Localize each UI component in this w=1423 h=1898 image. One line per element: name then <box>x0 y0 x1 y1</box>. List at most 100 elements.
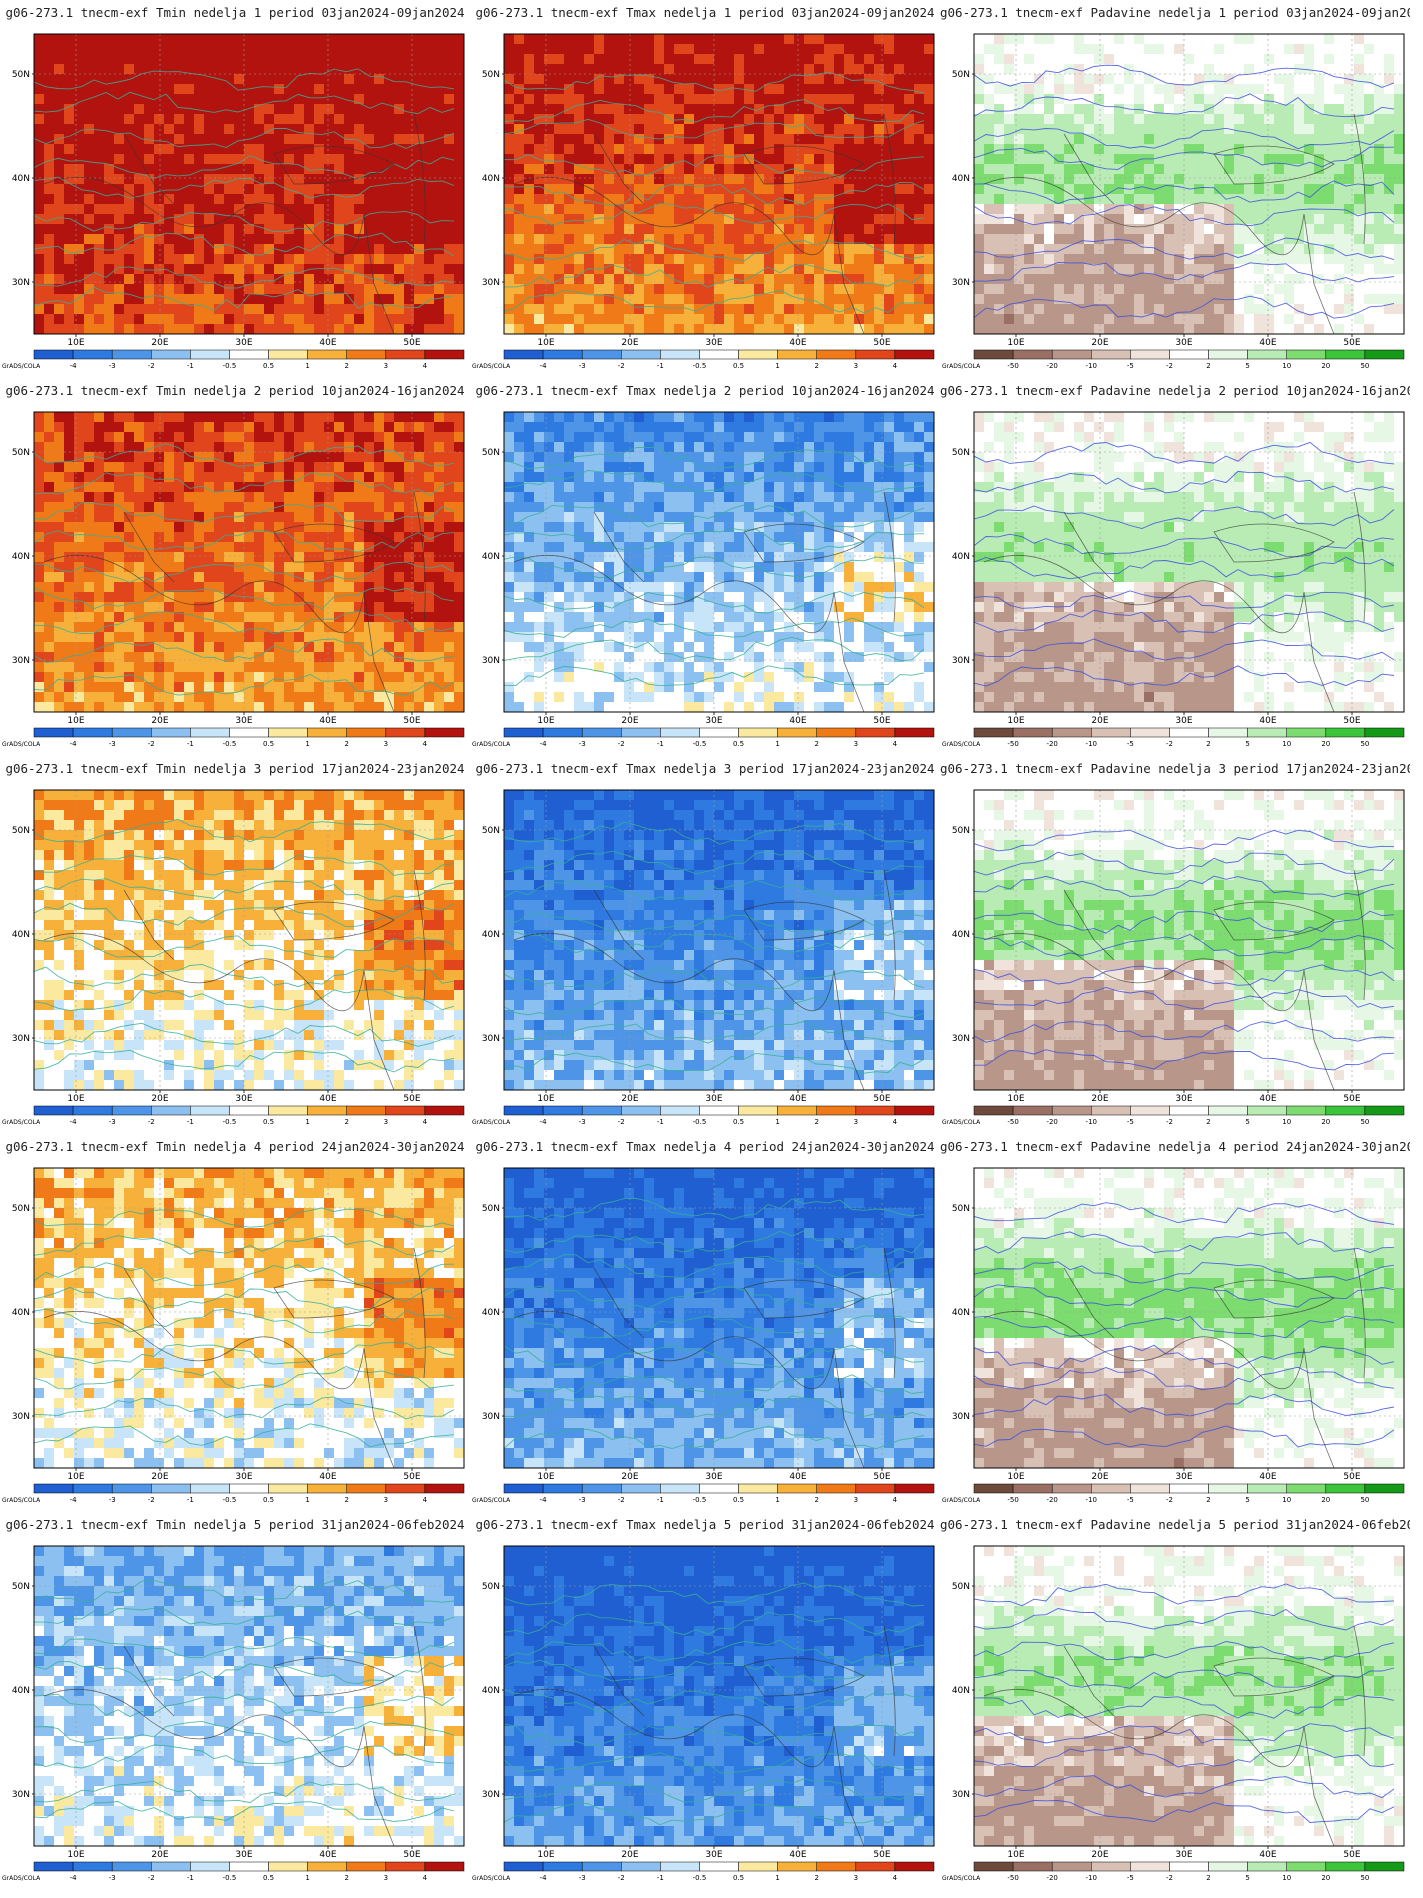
map-panel: g06-273.1 tnecm-exf Tmax nedelja 2 perio… <box>470 382 940 758</box>
colorbar-tick: 0.5 <box>733 1874 744 1882</box>
colorbar-swatch <box>817 350 856 359</box>
colorbar-swatch <box>856 350 895 359</box>
lon-label: 20E <box>621 716 638 726</box>
colorbar-swatch <box>739 350 778 359</box>
colorbar <box>504 350 934 359</box>
map-panel: g06-273.1 tnecm-exf Padavine nedelja 4 p… <box>940 1138 1410 1514</box>
colorbar-swatch <box>151 728 190 737</box>
colorbar-swatch <box>1287 1484 1326 1493</box>
colorbar-tick: 1 <box>775 740 779 748</box>
panel-title: g06-273.1 tnecm-exf Tmin nedelja 4 perio… <box>0 1138 470 1158</box>
colorbar-swatch <box>778 1862 817 1871</box>
colorbar-tick: -4 <box>70 740 78 748</box>
colorbar-tick: 2 <box>814 362 818 370</box>
colorbar-tick: -3 <box>579 740 586 748</box>
lat-label: 50N <box>482 448 500 458</box>
panel-title: g06-273.1 tnecm-exf Tmax nedelja 2 perio… <box>470 382 940 402</box>
panel-title: g06-273.1 tnecm-exf Tmin nedelja 1 perio… <box>0 4 470 24</box>
lon-label: 40E <box>789 338 806 348</box>
lon-label: 10E <box>537 1850 554 1860</box>
lat-label: 30N <box>12 1790 30 1800</box>
colorbar <box>974 1862 1404 1871</box>
colorbar-swatch <box>1091 1862 1130 1871</box>
colorbar-swatch <box>386 1484 425 1493</box>
credit-label: GrADS/COLA <box>942 741 981 748</box>
anomaly-field <box>504 412 935 713</box>
colorbar-swatch <box>660 1862 699 1871</box>
colorbar-swatch <box>621 1484 660 1493</box>
colorbar-tick: -4 <box>70 1496 78 1504</box>
lon-label: 30E <box>235 338 252 348</box>
colorbar-swatch <box>229 728 268 737</box>
lat-label: 30N <box>482 1412 500 1422</box>
colorbar-swatch <box>1365 1106 1404 1115</box>
colorbar-swatch <box>1091 350 1130 359</box>
colorbar-tick: -2 <box>148 1874 155 1882</box>
colorbar-tick: -2 <box>618 1118 625 1126</box>
colorbar-tick: 4 <box>893 1874 898 1882</box>
colorbar-swatch <box>699 1106 738 1115</box>
lon-label: 10E <box>1007 716 1024 726</box>
colorbar-tick: -0.5 <box>223 1118 237 1126</box>
colorbar-tick: -4 <box>540 1496 548 1504</box>
colorbar-swatch <box>34 1106 73 1115</box>
lon-label: 30E <box>705 716 722 726</box>
lon-label: 30E <box>705 338 722 348</box>
colorbar-tick: -5 <box>1127 362 1134 370</box>
colorbar <box>34 1862 464 1871</box>
colorbar-swatch <box>151 350 190 359</box>
lon-label: 10E <box>1007 1850 1024 1860</box>
panel-title: g06-273.1 tnecm-exf Tmax nedelja 5 perio… <box>470 1516 940 1536</box>
lon-label: 10E <box>1007 1094 1024 1104</box>
colorbar-swatch <box>1287 1106 1326 1115</box>
map-panel: g06-273.1 tnecm-exf Tmax nedelja 3 perio… <box>470 760 940 1136</box>
colorbar-tick: 20 <box>1321 740 1330 748</box>
panel-title: g06-273.1 tnecm-exf Tmax nedelja 3 perio… <box>470 760 940 780</box>
colorbar-tick: 1 <box>775 1118 779 1126</box>
lat-label: 50N <box>482 1204 500 1214</box>
panel-title: g06-273.1 tnecm-exf Padavine nedelja 5 p… <box>940 1516 1410 1536</box>
panel-title: g06-273.1 tnecm-exf Padavine nedelja 4 p… <box>940 1138 1410 1158</box>
colorbar-swatch <box>269 728 308 737</box>
lon-label: 20E <box>1091 1850 1108 1860</box>
colorbar-tick: -0.5 <box>223 740 237 748</box>
lat-label: 40N <box>12 1308 30 1318</box>
lon-label: 30E <box>705 1472 722 1482</box>
colorbar-swatch <box>269 1862 308 1871</box>
anomaly-field <box>974 790 1405 1091</box>
colorbar-tick: 0.5 <box>733 1118 744 1126</box>
lat-label: 30N <box>12 656 30 666</box>
credit-label: GrADS/COLA <box>472 1875 511 1882</box>
lat-label: 30N <box>952 1412 970 1422</box>
lat-label: 50N <box>12 1204 30 1214</box>
colorbar-swatch <box>1248 728 1287 737</box>
lon-label: 40E <box>789 716 806 726</box>
colorbar-tick: -0.5 <box>223 1496 237 1504</box>
colorbar-swatch <box>229 350 268 359</box>
lon-label: 50E <box>1343 716 1360 726</box>
colorbar-swatch <box>543 1106 582 1115</box>
colorbar-tick: -4 <box>540 1118 548 1126</box>
colorbar-tick: 10 <box>1282 1496 1291 1504</box>
colorbar-swatch <box>151 1862 190 1871</box>
lat-label: 40N <box>482 552 500 562</box>
colorbar-tick: 2 <box>1206 1496 1210 1504</box>
colorbar-swatch <box>1287 728 1326 737</box>
colorbar-tick: -2 <box>148 1496 155 1504</box>
lat-label: 30N <box>482 278 500 288</box>
colorbar-tick: 3 <box>384 1496 388 1504</box>
colorbar-tick: -2 <box>1166 1874 1173 1882</box>
colorbar-swatch <box>1052 1862 1091 1871</box>
colorbar-swatch <box>778 350 817 359</box>
colorbar-tick: -20 <box>1046 740 1057 748</box>
colorbar-tick: 4 <box>893 1496 898 1504</box>
colorbar-swatch <box>895 1106 934 1115</box>
colorbar-tick: 2 <box>344 740 348 748</box>
colorbar-tick: 5 <box>1245 1874 1249 1882</box>
colorbar <box>34 1484 464 1493</box>
colorbar-tick: -3 <box>109 1874 116 1882</box>
colorbar-tick: 50 <box>1360 1118 1369 1126</box>
colorbar-swatch <box>1365 728 1404 737</box>
colorbar-tick: 2 <box>344 1874 348 1882</box>
